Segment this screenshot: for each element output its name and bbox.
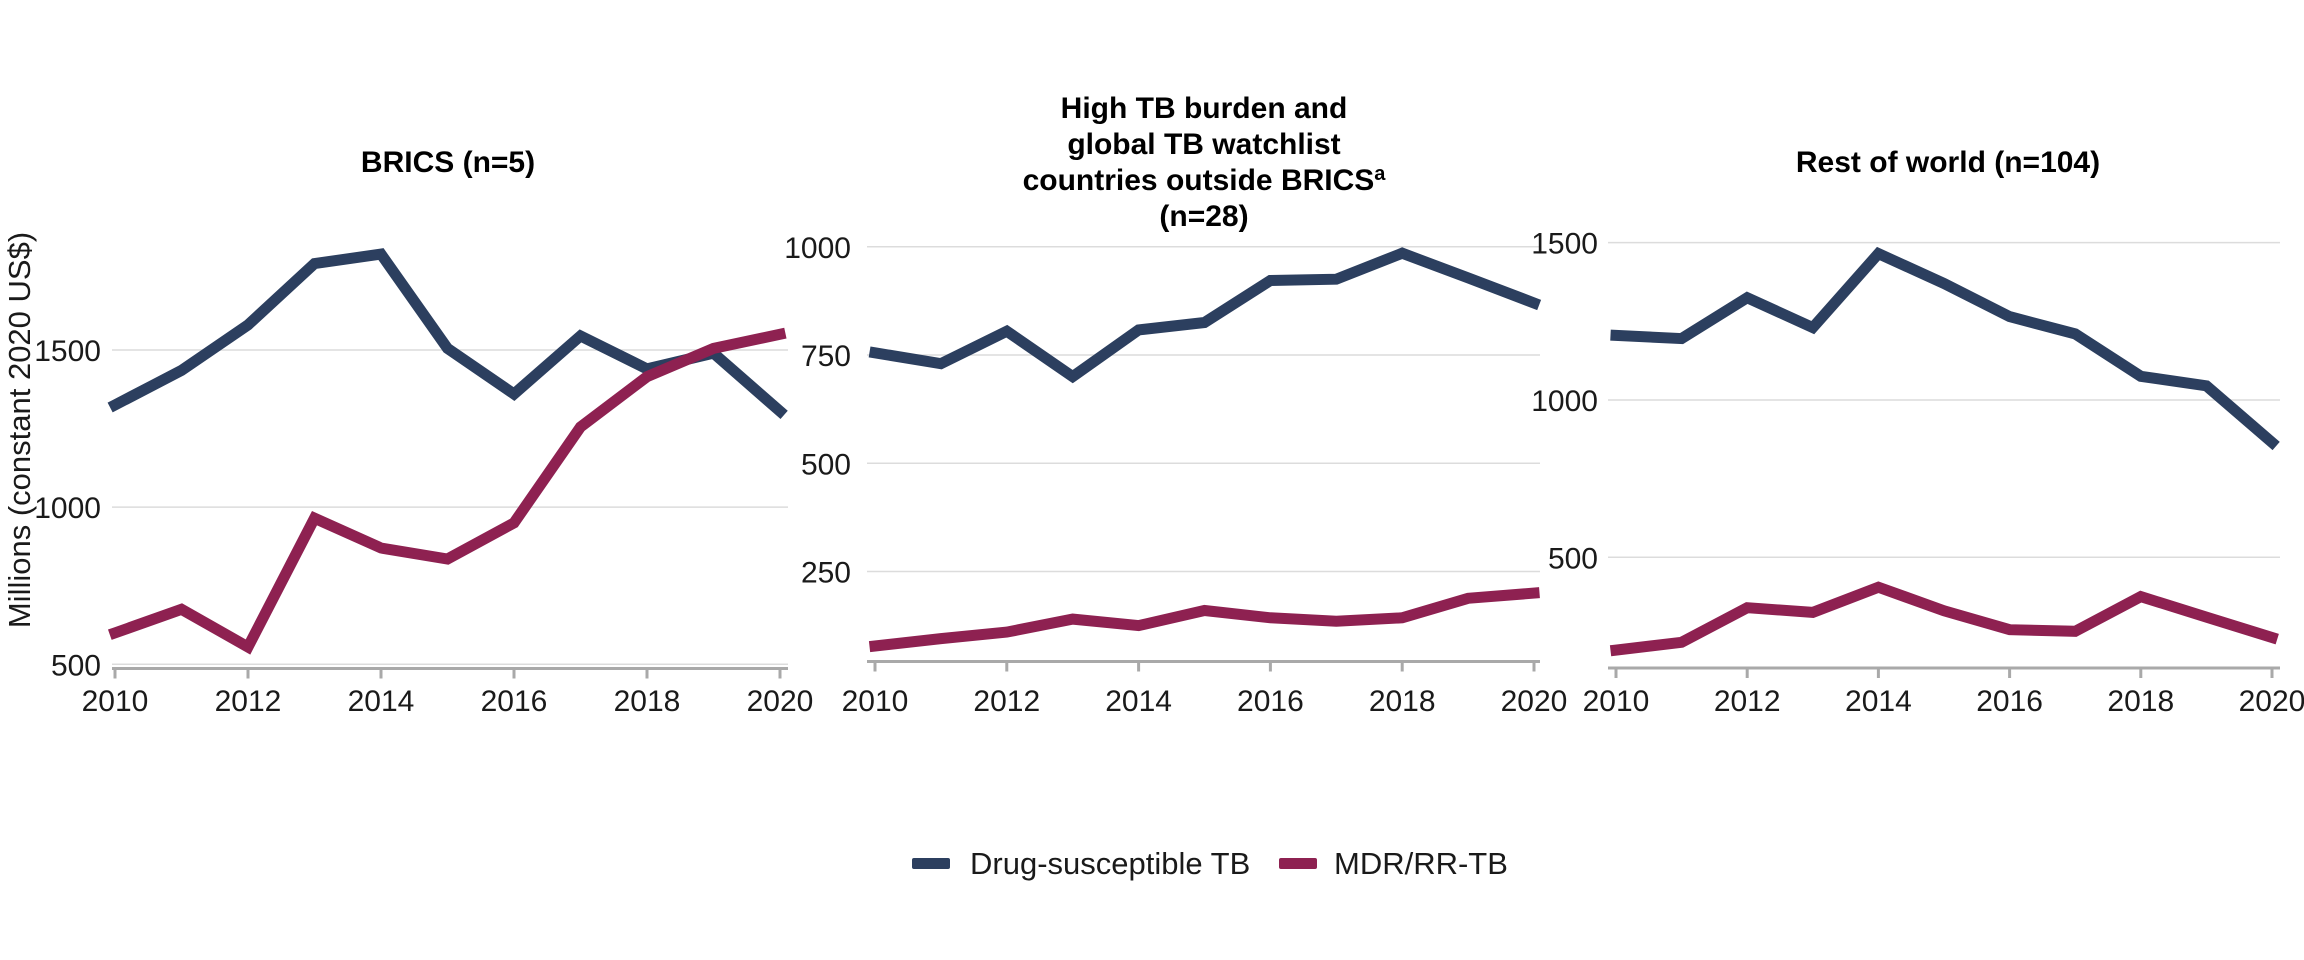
y-axis-title: Millions (constant 2020 US$) bbox=[2, 232, 37, 628]
series-line-mdr-rr-tb bbox=[107, 327, 787, 655]
y-tick-label: 1000 bbox=[1531, 385, 1598, 418]
legend-swatch-drug-susceptible-tb bbox=[912, 858, 950, 869]
series-line-drug-susceptible-tb bbox=[868, 247, 1542, 384]
y-tick-label: 500 bbox=[801, 448, 851, 481]
x-tick-label: 2020 bbox=[2239, 685, 2304, 718]
x-tick-label: 2018 bbox=[1369, 685, 1436, 718]
x-tick-label: 2016 bbox=[481, 685, 548, 718]
x-tick-label: 2016 bbox=[1976, 685, 2043, 718]
panel-title-line: BRICS (n=5) bbox=[361, 146, 535, 179]
series-line-mdr-rr-tb bbox=[1609, 581, 2279, 657]
x-tick-label: 2012 bbox=[973, 685, 1040, 718]
panel-title-line: High TB burden and bbox=[1061, 92, 1348, 125]
x-tick-label: 2018 bbox=[614, 685, 681, 718]
x-tick-label: 2018 bbox=[2107, 685, 2174, 718]
panel-title-superscript: a bbox=[1374, 163, 1386, 185]
panel-title-line: global TB watchlist bbox=[1067, 128, 1340, 161]
panel-title-text: (n=28) bbox=[1159, 200, 1248, 233]
legend-label-mdr-rr-tb: MDR/RR-TB bbox=[1334, 846, 1508, 881]
y-tick-label: 250 bbox=[801, 557, 851, 590]
panel-title-text: Rest of world (n=104) bbox=[1796, 146, 2100, 179]
y-tick-label: 1500 bbox=[1531, 228, 1598, 261]
y-tick-label: 500 bbox=[1548, 542, 1598, 575]
y-tick-label: 1500 bbox=[34, 335, 101, 368]
x-tick-label: 2010 bbox=[1583, 685, 1650, 718]
y-tick-label: 1000 bbox=[784, 232, 851, 265]
x-tick-label: 2014 bbox=[1845, 685, 1912, 718]
panel-title-text: BRICS (n=5) bbox=[361, 146, 535, 179]
legend: Drug-susceptible TB MDR/RR-TB bbox=[912, 846, 1508, 881]
y-tick-label: 750 bbox=[801, 340, 851, 373]
panel-high-tb-watchlist: 250 500 750 1000 2010 2012 2014 2016 2018 2020 Hig… bbox=[784, 92, 1567, 718]
panel-brics: 500 1000 1500 2010 2012 2014 2016 2018 2020 BRICS… bbox=[34, 146, 813, 718]
y-tick-label: 1000 bbox=[34, 492, 101, 525]
y-tick-label: 500 bbox=[51, 649, 101, 682]
panel-title-text: High TB burden and bbox=[1061, 92, 1348, 125]
panel-title-line: (n=28) bbox=[1159, 200, 1248, 233]
x-tick-label: 2010 bbox=[842, 685, 909, 718]
panel-title-text: countries outside BRICS bbox=[1023, 164, 1375, 197]
panel-rest-of-world: 500 1000 1500 2010 2012 2014 2016 2018 2020 Rest … bbox=[1531, 146, 2304, 718]
series-line-mdr-rr-tb bbox=[868, 587, 1540, 653]
x-tick-label: 2020 bbox=[747, 685, 814, 718]
x-tick-label: 2012 bbox=[215, 685, 282, 718]
x-tick-label: 2010 bbox=[82, 685, 149, 718]
series-line-drug-susceptible-tb bbox=[107, 248, 788, 420]
x-tick-label: 2014 bbox=[348, 685, 415, 718]
legend-label-drug-susceptible-tb: Drug-susceptible TB bbox=[970, 846, 1250, 881]
panel-title-text: global TB watchlist bbox=[1067, 128, 1340, 161]
series-line-drug-susceptible-tb bbox=[1610, 246, 2280, 451]
x-tick-label: 2020 bbox=[1501, 685, 1568, 718]
x-tick-label: 2016 bbox=[1237, 685, 1304, 718]
panel-title-line: Rest of world (n=104) bbox=[1796, 146, 2100, 179]
legend-swatch-mdr-rr-tb bbox=[1279, 858, 1317, 869]
x-tick-label: 2014 bbox=[1105, 685, 1172, 718]
x-tick-label: 2012 bbox=[1714, 685, 1781, 718]
panel-title-line: countries outside BRICSa bbox=[1023, 163, 1387, 197]
